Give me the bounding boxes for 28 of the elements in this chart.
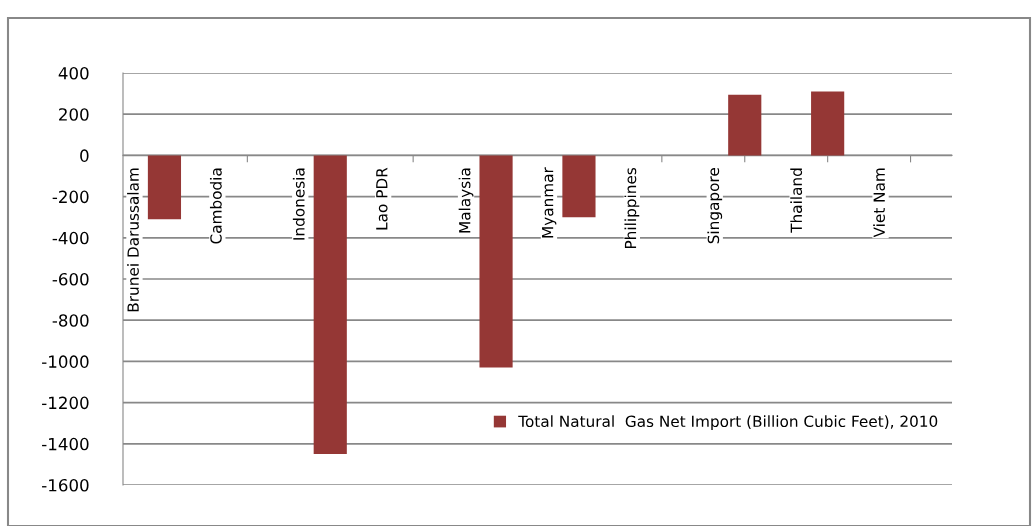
y-tick-label: -1200	[42, 396, 89, 410]
x-tick-label: Lao PDR	[376, 167, 388, 230]
bar	[728, 94, 762, 156]
y-tick-label: -1400	[42, 437, 89, 451]
bar	[147, 155, 182, 220]
y-tick-label: -600	[52, 272, 89, 286]
bar	[811, 91, 845, 156]
y-tick-label: -400	[52, 231, 89, 245]
x-tick-label: Thailand	[790, 168, 803, 233]
y-tick-label: 200	[59, 108, 89, 121]
y-tick-label: -800	[52, 314, 89, 327]
legend-label: Total Natural Gas Net Import (Billion Cubic Feet), 2010	[518, 415, 938, 431]
x-tick-label: Indonesia	[292, 168, 305, 240]
y-tick-label: -200	[52, 190, 89, 204]
x-tick-label: Malaysia	[458, 168, 474, 233]
bar	[313, 155, 347, 455]
x-tick-label: Singapore	[707, 168, 723, 244]
y-tick-label: 0	[80, 149, 89, 162]
x-tick-label: Brunei Darussalam	[127, 168, 139, 312]
x-tick-label: Philippines	[624, 167, 640, 249]
y-tick-label: -1000	[42, 355, 89, 368]
y-tick-label: -1600	[42, 478, 89, 492]
y-tick-label: 400	[58, 66, 89, 80]
x-tick-label: Viet Nam	[873, 168, 885, 238]
x-tick-label: Cambodia	[209, 168, 222, 244]
bar	[562, 155, 596, 218]
bar	[479, 155, 513, 368]
x-tick-label: Myanmar	[542, 167, 557, 238]
